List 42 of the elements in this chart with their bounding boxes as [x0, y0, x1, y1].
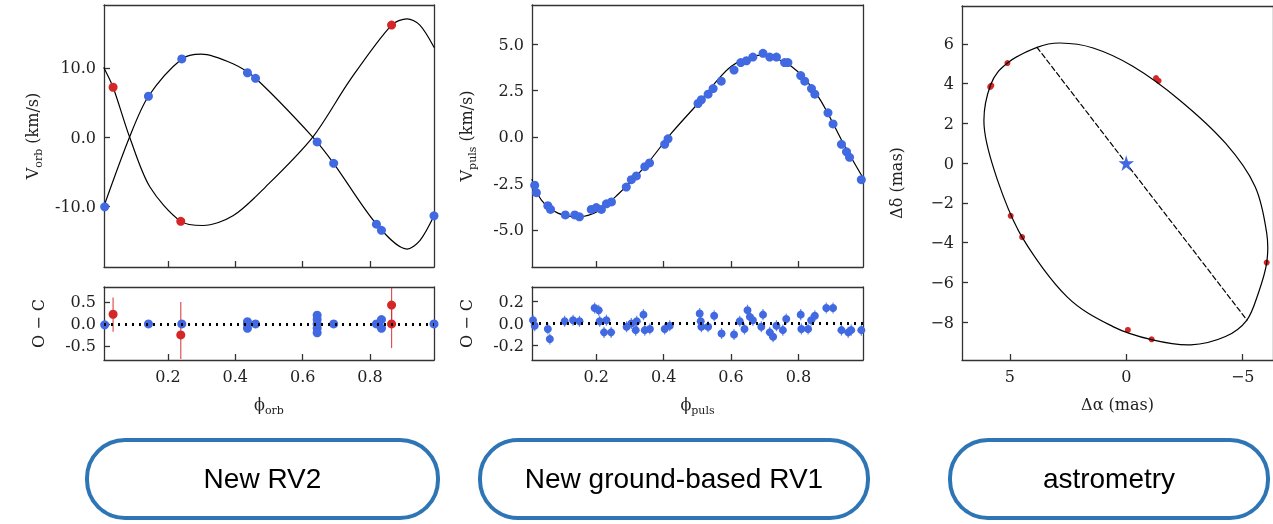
y-tick-label: 0.5	[70, 292, 96, 312]
y-tick-label: −8	[930, 312, 954, 332]
x-tick-label: 0.6	[718, 366, 744, 386]
x-axis-title: Δα (mas)	[1081, 394, 1154, 414]
x-tick-label: 0.6	[289, 366, 316, 386]
y-tick-label: 0.0	[70, 127, 96, 147]
y-tick-label: 0.0	[498, 127, 524, 147]
y-axis-title: O − C	[456, 299, 476, 348]
y-axis-title: O − C	[28, 299, 48, 348]
x-tick-label: 0.8	[785, 366, 812, 386]
x-tick-label: 0	[1121, 366, 1132, 386]
y-tick-label: -0.2	[493, 336, 524, 356]
y-tick-label: 2	[943, 113, 954, 133]
y-tick-label: 0.0	[498, 314, 524, 333]
y-tick-label: 10.0	[60, 58, 96, 78]
x-tick-label: 0.8	[357, 366, 383, 386]
y-tick-label: 5.0	[498, 34, 524, 54]
y-tick-label: −6	[930, 272, 954, 292]
y-tick-label: -10.0	[54, 196, 96, 216]
rounded-frame: astrometry	[948, 438, 1270, 520]
y-tick-label: -0.5	[65, 336, 96, 356]
rounded-frame: New ground-based RV1	[478, 438, 870, 520]
y-tick-label: 0.2	[498, 291, 524, 311]
x-tick-label: 0.4	[222, 366, 249, 386]
y-axis-title: Δδ (mas)	[886, 147, 906, 219]
x-tick-label: 0.4	[650, 366, 677, 386]
rounded-frame: New RV2	[85, 438, 440, 520]
y-axis-title: Vorb (km/s)	[22, 92, 46, 181]
y-tick-label: -2.5	[493, 173, 524, 193]
y-tick-label: 0	[943, 153, 954, 173]
y-tick-label: −4	[930, 233, 954, 253]
y-tick-label: −2	[930, 193, 954, 213]
y-tick-label: 4	[943, 74, 954, 94]
y-tick-label: 0.0	[70, 314, 96, 334]
y-tick-label: 6	[943, 34, 954, 54]
y-tick-label: -5.0	[493, 220, 524, 240]
y-tick-label: 2.5	[498, 80, 524, 100]
x-tick-label: −5	[1230, 366, 1255, 386]
x-tick-label: 0.2	[583, 366, 610, 386]
x-tick-label: 0.2	[155, 366, 181, 386]
y-axis-title: Vpuls (km/s)	[456, 90, 479, 183]
x-tick-label: 5	[1004, 366, 1015, 386]
